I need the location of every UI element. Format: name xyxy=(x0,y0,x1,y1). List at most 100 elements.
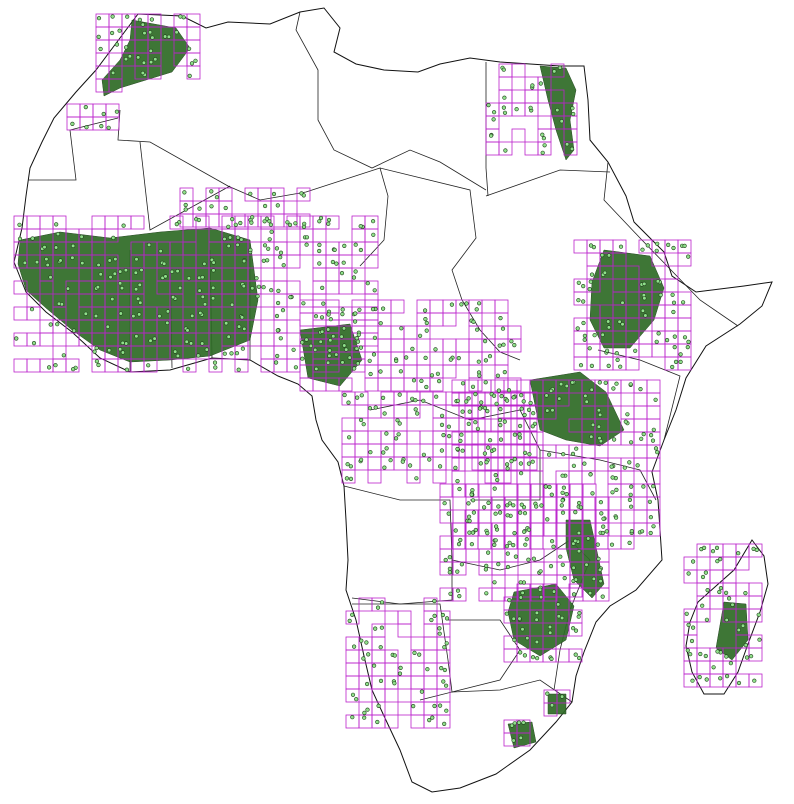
sample-point xyxy=(496,504,501,509)
sample-point xyxy=(564,383,569,389)
sample-point xyxy=(573,509,578,515)
sample-point xyxy=(671,245,676,251)
sample-point xyxy=(169,269,175,274)
sample-point xyxy=(54,222,59,227)
grid-cell xyxy=(543,587,558,602)
sample-point xyxy=(682,243,687,248)
sample-point xyxy=(419,689,425,694)
sample-point xyxy=(395,418,400,423)
sample-point xyxy=(656,331,661,336)
sample-point xyxy=(606,363,611,369)
sample-point xyxy=(211,268,216,273)
sample-point xyxy=(421,452,427,457)
sample-point xyxy=(93,313,99,319)
sample-point xyxy=(240,315,245,320)
sample-point xyxy=(300,340,305,345)
sample-point xyxy=(423,355,428,361)
sample-point xyxy=(573,577,579,582)
grid-cell xyxy=(13,306,28,321)
sample-point xyxy=(658,292,663,298)
sample-point xyxy=(354,697,359,702)
sample-point xyxy=(163,274,168,279)
sample-point xyxy=(578,363,584,368)
sample-point xyxy=(14,336,19,341)
sample-point xyxy=(587,346,592,351)
sample-point xyxy=(493,511,498,516)
sample-point xyxy=(511,542,516,548)
sample-point xyxy=(571,111,576,117)
sample-point xyxy=(509,723,515,728)
grid-cell xyxy=(26,358,41,373)
sample-point xyxy=(561,485,567,490)
sample-point xyxy=(524,537,529,542)
sample-point xyxy=(29,307,35,312)
grid-cell xyxy=(530,522,545,537)
grid-cell xyxy=(677,356,692,371)
sample-point xyxy=(642,296,647,301)
sample-point xyxy=(301,301,306,306)
sample-point xyxy=(262,243,268,248)
sample-point xyxy=(671,309,676,315)
grid-cell xyxy=(620,535,635,550)
sample-point xyxy=(730,602,735,607)
grid-cell xyxy=(169,215,184,230)
sample-point xyxy=(444,616,450,621)
sample-point xyxy=(200,275,205,280)
sample-point xyxy=(546,452,552,457)
sample-point xyxy=(353,319,358,324)
grid-cell xyxy=(130,215,145,230)
sample-point xyxy=(53,245,59,250)
sample-point xyxy=(120,340,125,346)
sample-point xyxy=(571,565,576,570)
grid-cell xyxy=(568,648,583,663)
sample-point xyxy=(348,464,354,469)
sample-point xyxy=(326,221,331,226)
border-sahel xyxy=(117,109,389,267)
sample-point xyxy=(123,268,128,273)
sample-point xyxy=(266,246,271,251)
grid-cell xyxy=(26,306,41,321)
sample-point xyxy=(478,461,483,466)
sample-point xyxy=(268,222,274,227)
sample-point xyxy=(534,610,540,616)
sample-point xyxy=(600,332,605,337)
sample-point xyxy=(620,300,625,305)
sample-point xyxy=(189,61,195,66)
sample-point xyxy=(501,105,507,110)
sample-point xyxy=(359,457,364,462)
sample-point xyxy=(362,715,367,720)
sample-point xyxy=(458,537,463,543)
sample-point xyxy=(628,492,633,497)
grid-cell xyxy=(529,609,544,624)
grid-cell xyxy=(683,556,698,571)
sample-point xyxy=(214,195,219,200)
sample-point xyxy=(425,667,430,672)
sample-point xyxy=(446,424,452,429)
sample-point xyxy=(326,312,331,317)
sample-point xyxy=(591,576,597,582)
sample-point xyxy=(198,310,203,316)
sample-point xyxy=(505,513,510,518)
sample-point xyxy=(83,104,88,110)
sample-point xyxy=(448,357,453,362)
sample-point xyxy=(397,421,402,426)
sample-point xyxy=(502,95,507,100)
sample-point xyxy=(346,400,351,405)
sample-point xyxy=(313,314,319,319)
border-egypt-west xyxy=(485,62,489,197)
sample-point xyxy=(22,260,28,266)
sample-point xyxy=(111,235,116,240)
sample-point xyxy=(496,561,501,567)
grid-cell xyxy=(607,392,622,407)
sample-point xyxy=(549,539,555,544)
sample-point xyxy=(139,267,144,273)
sample-point xyxy=(261,258,266,263)
sample-point xyxy=(718,585,724,591)
sample-point xyxy=(483,380,488,385)
sample-point xyxy=(511,738,516,743)
sample-point xyxy=(714,545,720,551)
sample-point xyxy=(498,437,504,442)
sample-point xyxy=(552,69,557,74)
grid-cell xyxy=(143,332,158,347)
sample-point xyxy=(493,538,498,543)
